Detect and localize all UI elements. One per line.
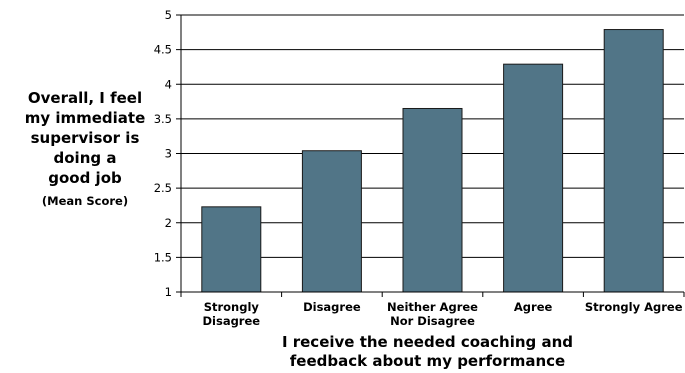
bar — [603, 29, 664, 293]
y-axis-title: Overall, I feel my immediate supervisor … — [0, 88, 170, 208]
y-tick-label: 5 — [165, 8, 172, 22]
y-axis-title-line-2: my immediate — [24, 109, 146, 127]
y-tick-label: 2 — [165, 216, 172, 230]
x-axis-title-line-1: I receive the needed coaching and — [281, 333, 574, 351]
x-tick-label: Disagree — [303, 300, 361, 314]
x-tick-label: Strongly Disagree — [202, 300, 260, 328]
y-axis-ticks: 1 1.5 2 2.5 3 3.5 4 4.5 5 — [154, 8, 181, 299]
bar — [402, 107, 463, 293]
x-tick-label: Strongly Agree — [585, 300, 683, 314]
y-tick-label: 1 — [165, 285, 172, 299]
bars — [201, 29, 664, 293]
y-axis-title-line-3: supervisor is — [30, 129, 140, 147]
x-axis-title: I receive the needed coaching and feedba… — [200, 333, 655, 371]
x-tick-label: Agree — [514, 300, 553, 314]
y-tick-label: 1.5 — [154, 250, 172, 264]
x-axis-ticks: Strongly Disagree Disagree Neither Agree Nor… — [180, 292, 685, 328]
bar — [301, 150, 362, 293]
x-axis-title-line-2: feedback about my performance — [289, 352, 566, 370]
y-tick-label: 3 — [165, 147, 172, 161]
bar — [201, 206, 262, 293]
y-axis-title-line-5: good job — [48, 169, 122, 187]
x-tick-label: Neither Agree Nor Disagree — [387, 300, 478, 328]
y-axis-title-line-4: doing a — [53, 149, 117, 167]
y-tick-label: 4.5 — [154, 43, 172, 57]
y-axis-title-line-1: Overall, I feel — [27, 89, 143, 107]
y-tick-label: 3.5 — [154, 112, 172, 126]
y-tick-label: 2.5 — [154, 181, 172, 195]
y-axis-subtitle: (Mean Score) — [41, 194, 129, 208]
y-tick-label: 4 — [165, 77, 172, 91]
bar — [503, 63, 564, 293]
